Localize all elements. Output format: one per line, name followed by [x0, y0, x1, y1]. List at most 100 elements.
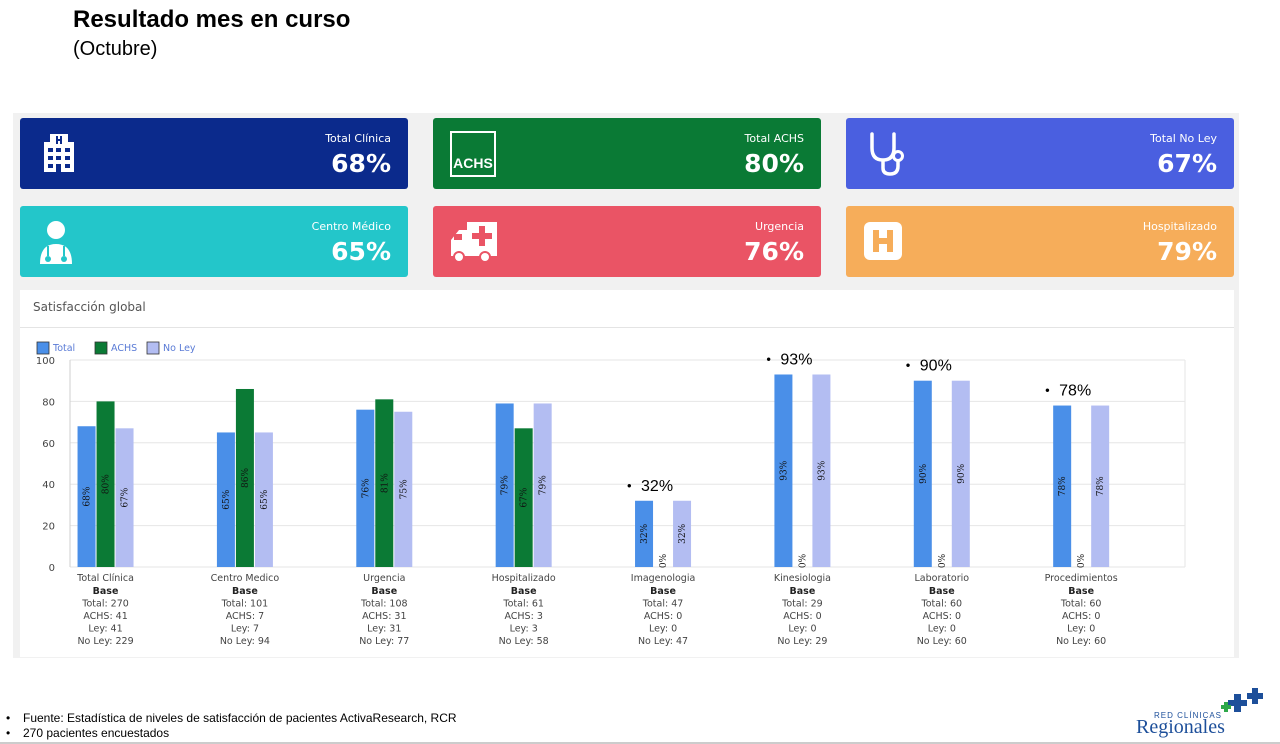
x-category-label: Hospitalizado — [492, 573, 556, 584]
ambulance-icon — [449, 216, 501, 268]
x-base-line: ACHS: 0 — [923, 611, 961, 622]
x-base-line: Ley: 0 — [788, 624, 816, 635]
y-tick-label: 40 — [42, 480, 55, 491]
bar — [951, 380, 970, 567]
kpi-label: Urgencia — [755, 220, 804, 233]
x-base-line: ACHS: 0 — [644, 611, 682, 622]
bar — [495, 403, 514, 567]
x-base-line: No Ley: 94 — [220, 636, 270, 647]
kpi-label: Total ACHS — [744, 132, 804, 145]
bar — [394, 411, 413, 567]
hospital-h-icon — [862, 216, 914, 268]
legend-swatch — [94, 341, 108, 355]
y-tick-label: 100 — [36, 356, 55, 367]
x-base-line: Base — [650, 586, 676, 597]
kpi-card-total-no-ley: Total No Ley 67% — [846, 118, 1234, 189]
x-base-line: No Ley: 47 — [638, 636, 688, 647]
svg-text:Regionales: Regionales — [1136, 716, 1225, 738]
x-base-line: Ley: 0 — [1067, 624, 1095, 635]
bar-data-label: 68% — [83, 486, 93, 506]
y-tick-label: 60 — [42, 439, 55, 450]
bar-data-label: 81% — [380, 473, 390, 493]
x-base-line: Total: 60 — [921, 599, 963, 610]
x-category-label: Imagenologia — [631, 573, 696, 584]
x-base-line: Base — [93, 586, 119, 597]
kpi-label: Hospitalizado — [1142, 220, 1217, 233]
x-category-label: Kinesiologia — [774, 573, 831, 584]
page-subtitle: (Octubre) — [73, 38, 158, 60]
x-base-line: No Ley: 77 — [359, 636, 409, 647]
bar-data-label: 79% — [501, 475, 511, 495]
kpi-value: 67% — [1157, 149, 1217, 178]
bar-data-label: 79% — [539, 475, 549, 495]
annotation-bullet: • — [906, 358, 911, 373]
x-base-line: Ley: 0 — [928, 624, 956, 635]
x-base-line: Ley: 3 — [510, 624, 538, 635]
bar — [77, 426, 96, 567]
x-base-line: Ley: 7 — [231, 624, 259, 635]
bar — [913, 380, 932, 567]
x-category-label: Centro Medico — [211, 573, 280, 584]
bar-data-label: 78% — [1058, 476, 1068, 496]
x-base-line: Total: 61 — [502, 599, 544, 610]
x-base-line: Ley: 0 — [649, 624, 677, 635]
x-base-line: Total: 101 — [221, 599, 269, 610]
bar-data-label: 65% — [260, 489, 270, 509]
kpi-card-centro-medico: Centro Médico 65% — [20, 206, 408, 277]
x-base-line: Ley: 41 — [88, 624, 122, 635]
x-base-line: Base — [1068, 586, 1094, 597]
x-base-line: No Ley: 229 — [77, 636, 133, 647]
legend-swatch — [36, 341, 50, 355]
x-base-line: Total: 270 — [81, 599, 129, 610]
kpi-label: Centro Médico — [311, 220, 391, 233]
bar-data-label: 90% — [919, 463, 929, 483]
bar — [1091, 405, 1110, 567]
achs-logo-icon: ACHS — [449, 128, 501, 180]
svg-text:ACHS: ACHS — [453, 155, 493, 171]
bar-data-label: 90% — [957, 463, 967, 483]
x-base-line: No Ley: 60 — [1056, 636, 1106, 647]
footer-note-text: 270 pacientes encuestados — [23, 726, 170, 740]
bar-data-label: 0% — [1077, 553, 1087, 568]
bar-data-label: 75% — [399, 479, 409, 499]
bar — [235, 388, 254, 567]
bar-data-label: 78% — [1096, 476, 1106, 496]
x-base-line: Base — [371, 586, 397, 597]
y-tick-label: 80 — [42, 397, 55, 408]
annotation-value: 32% — [641, 478, 673, 495]
x-base-line: Total: 60 — [1060, 599, 1102, 610]
stethoscope-icon — [862, 128, 914, 180]
chart-title: Satisfacción global — [33, 300, 146, 314]
annotation-value: 90% — [920, 358, 952, 375]
bar — [115, 428, 134, 567]
bar — [96, 401, 115, 567]
x-base-line: Base — [511, 586, 537, 597]
bar-data-label: 0% — [659, 553, 669, 568]
bar-data-label: 93% — [779, 460, 789, 480]
x-category-label: Laboratorio — [914, 573, 969, 584]
footer-note-source: • Fuente: Estadística de niveles de satis… — [6, 711, 457, 725]
bar — [812, 374, 831, 567]
bar — [375, 399, 394, 567]
kpi-value: 79% — [1157, 237, 1217, 266]
bar-data-label: 76% — [361, 478, 371, 498]
kpi-card-hospitalizado: Hospitalizado 79% — [846, 206, 1234, 277]
annotation-bullet: • — [627, 478, 632, 493]
bar-data-label: 67% — [520, 487, 530, 507]
bar — [635, 500, 654, 567]
x-base-line: ACHS: 41 — [83, 611, 127, 622]
y-tick-label: 20 — [42, 522, 55, 533]
x-base-line: No Ley: 29 — [777, 636, 827, 647]
kpi-card-total-clinica: Total Clínica 68% — [20, 118, 408, 189]
x-category-label: Urgencia — [363, 573, 405, 584]
legend-label: Total — [52, 343, 75, 354]
x-base-line: No Ley: 60 — [917, 636, 967, 647]
x-category-label: Total Clínica — [76, 573, 134, 584]
kpi-card-urgencia: Urgencia 76% — [433, 206, 821, 277]
svg-text:RED CLÍNICAS: RED CLÍNICAS — [1154, 711, 1222, 720]
kpi-value: 76% — [744, 237, 804, 266]
x-base-line: Base — [232, 586, 258, 597]
page-title: Resultado mes en curso — [73, 6, 351, 33]
bar — [514, 428, 533, 567]
